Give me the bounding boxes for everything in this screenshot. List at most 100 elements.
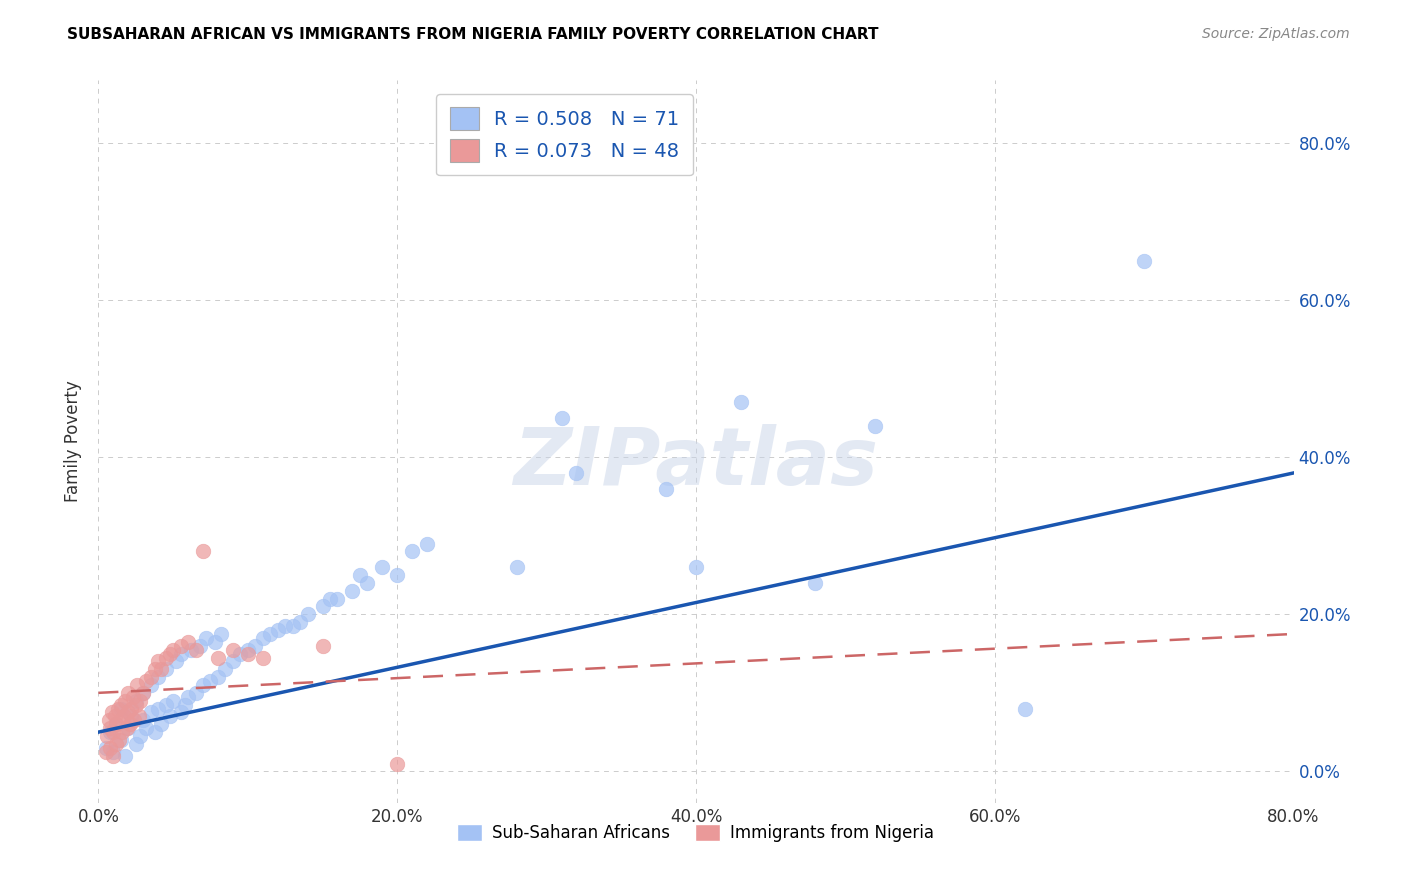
Point [207,650,229,665]
Point [115,721,138,735]
Point [132,686,155,700]
Point [135,721,157,735]
Point [128,709,150,723]
Point [245,639,267,653]
Point [169,706,191,720]
Point [110,714,132,728]
Point [105,717,128,731]
Point [110,701,132,715]
Text: Source: ZipAtlas.com: Source: ZipAtlas.com [1202,27,1350,41]
Point [259,627,281,641]
Point [281,619,304,633]
Point [139,678,162,692]
Point [139,670,162,684]
Point [385,756,409,771]
Point [94,745,117,759]
Point [159,709,181,723]
Point [105,717,128,731]
Point [342,583,364,598]
Point [150,717,173,731]
Point [110,733,132,747]
Point [385,568,409,582]
Point [565,466,588,480]
Point [96,729,118,743]
Point [108,733,131,747]
Point [143,725,166,739]
Point [655,482,678,496]
Point [204,635,226,649]
Point [135,674,157,689]
Point [97,714,120,728]
Point [222,642,245,657]
Point [117,721,139,735]
Point [121,690,143,704]
Point [148,670,170,684]
Point [104,709,127,723]
Point [103,745,125,759]
Point [148,655,170,669]
Point [191,678,214,692]
Text: SUBSAHARAN AFRICAN VS IMMIGRANTS FROM NIGERIA FAMILY POVERTY CORRELATION CHART: SUBSAHARAN AFRICAN VS IMMIGRANTS FROM NI… [67,27,879,42]
Point [191,544,214,558]
Point [118,717,141,731]
Point [252,631,274,645]
Point [188,639,211,653]
Point [214,662,236,676]
Point [288,615,311,630]
Point [311,639,333,653]
Point [326,591,349,606]
Point [236,642,259,657]
Point [120,709,142,723]
Point [103,748,125,763]
Point [139,706,162,720]
Point [319,591,342,606]
Point [132,686,155,700]
Point [148,701,170,715]
Point [200,674,222,689]
Point [101,706,124,720]
Point [114,748,136,763]
Point [129,694,152,708]
Point [177,690,200,704]
Point [297,607,319,622]
Point [207,670,229,684]
Point [162,694,184,708]
Point [98,721,122,735]
Point [174,698,197,712]
Point [98,740,122,755]
Point [155,698,177,712]
Point [401,544,423,558]
Point [229,647,252,661]
Point [111,725,134,739]
Point [252,650,274,665]
Legend: Sub-Saharan Africans, Immigrants from Nigeria: Sub-Saharan Africans, Immigrants from Ni… [451,817,941,848]
Point [125,694,148,708]
Point [267,623,290,637]
Point [177,635,200,649]
Point [371,560,394,574]
Point [94,740,117,755]
Text: ZIPatlas: ZIPatlas [513,425,879,502]
Point [120,701,142,715]
Point [550,411,572,425]
Point [222,655,245,669]
Point [103,725,125,739]
Point [180,642,202,657]
Y-axis label: Family Poverty: Family Poverty [65,381,83,502]
Point [169,647,191,661]
Point [416,536,439,550]
Point [110,698,132,712]
Point [98,725,122,739]
Point [169,639,191,653]
Point [125,698,148,712]
Point [236,647,259,661]
Point [506,560,529,574]
Point [165,655,187,669]
Point [117,706,139,720]
Point [155,650,177,665]
Point [1133,253,1156,268]
Point [356,575,378,590]
Point [114,694,136,708]
Point [143,662,166,676]
Point [804,575,827,590]
